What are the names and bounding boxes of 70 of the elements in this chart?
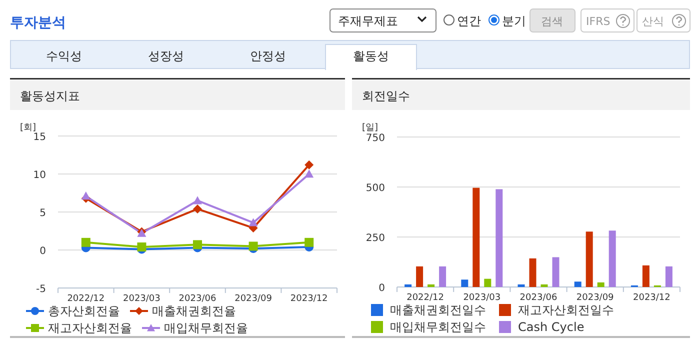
bar [428, 284, 435, 287]
point [81, 238, 90, 247]
legend-label: 재고자산회전일수 [518, 303, 614, 317]
y-tick-label: 0 [378, 283, 385, 294]
y-tick-label: 5 [40, 208, 46, 219]
point [81, 192, 90, 200]
x-tick-label: 2023/06 [520, 293, 558, 303]
x-tick-label: 2023/12 [633, 293, 670, 303]
bar [597, 282, 604, 287]
point [304, 238, 314, 247]
text: 연간 [457, 14, 481, 28]
bar [404, 284, 412, 287]
text: IFRS [586, 15, 610, 28]
y-tick-label: -5 [36, 284, 46, 295]
point [137, 242, 146, 252]
text: 검색 [541, 15, 563, 28]
text: 주재무제표 [338, 14, 398, 28]
legend-label: 매입채무회전일수 [390, 320, 486, 334]
text: 성장성 [148, 49, 184, 63]
legend-label: 재고자산회전율 [48, 321, 132, 335]
bar [540, 284, 548, 287]
bar [529, 258, 536, 287]
bar [642, 265, 650, 287]
point [193, 204, 202, 214]
y-tick-label: 500 [366, 183, 385, 194]
y-tick-label: 15 [33, 132, 46, 143]
y-tick-label: 750 [366, 133, 385, 144]
legend-label: 매출채권회전일수 [390, 303, 486, 317]
chart-title: 회전일수 [362, 89, 410, 103]
bar [665, 266, 672, 287]
point [248, 218, 258, 226]
text: 산식 [642, 15, 664, 28]
bar [586, 232, 593, 287]
chart-title: 활동성지표 [20, 89, 80, 103]
text: 수익성 [46, 49, 82, 63]
point [304, 160, 314, 170]
bar [472, 188, 480, 287]
bar [416, 266, 424, 287]
x-tick-label: 2023/03 [463, 293, 501, 303]
legend-label: Cash Cycle [518, 320, 584, 334]
x-tick-label: 2023/03 [123, 294, 160, 304]
y-tick-label: 0 [40, 246, 46, 257]
x-tick-label: 2023/09 [576, 293, 614, 303]
text: 안정성 [250, 49, 286, 63]
x-tick-label: 2023/06 [178, 294, 216, 304]
y-tick-label: 10 [33, 170, 46, 181]
point [304, 170, 314, 178]
x-tick-label: 2022/12 [67, 294, 105, 304]
bar [439, 266, 446, 287]
text: 투자분석 [10, 15, 66, 31]
legend-label: 매출채권회전율 [152, 304, 236, 318]
bar [608, 230, 616, 287]
bar [484, 278, 492, 287]
bar [461, 280, 468, 287]
point [193, 196, 202, 204]
bar [552, 257, 560, 287]
legend-label: 매입채무회전율 [164, 321, 248, 335]
x-tick-label: 2023/09 [234, 294, 272, 304]
text: 활동성 [353, 49, 389, 63]
text: 분기 [502, 14, 526, 28]
legend-label: 총자산회전율 [48, 304, 120, 318]
x-tick-label: 2023/12 [290, 294, 328, 304]
point [193, 240, 202, 250]
y-axis-title: [회] [20, 123, 36, 133]
y-tick-label: 250 [366, 233, 385, 244]
bar [496, 189, 503, 287]
bar [518, 284, 525, 287]
bar [574, 282, 582, 287]
y-axis-title: [일] [362, 123, 378, 133]
x-tick-label: 2022/12 [406, 293, 444, 303]
